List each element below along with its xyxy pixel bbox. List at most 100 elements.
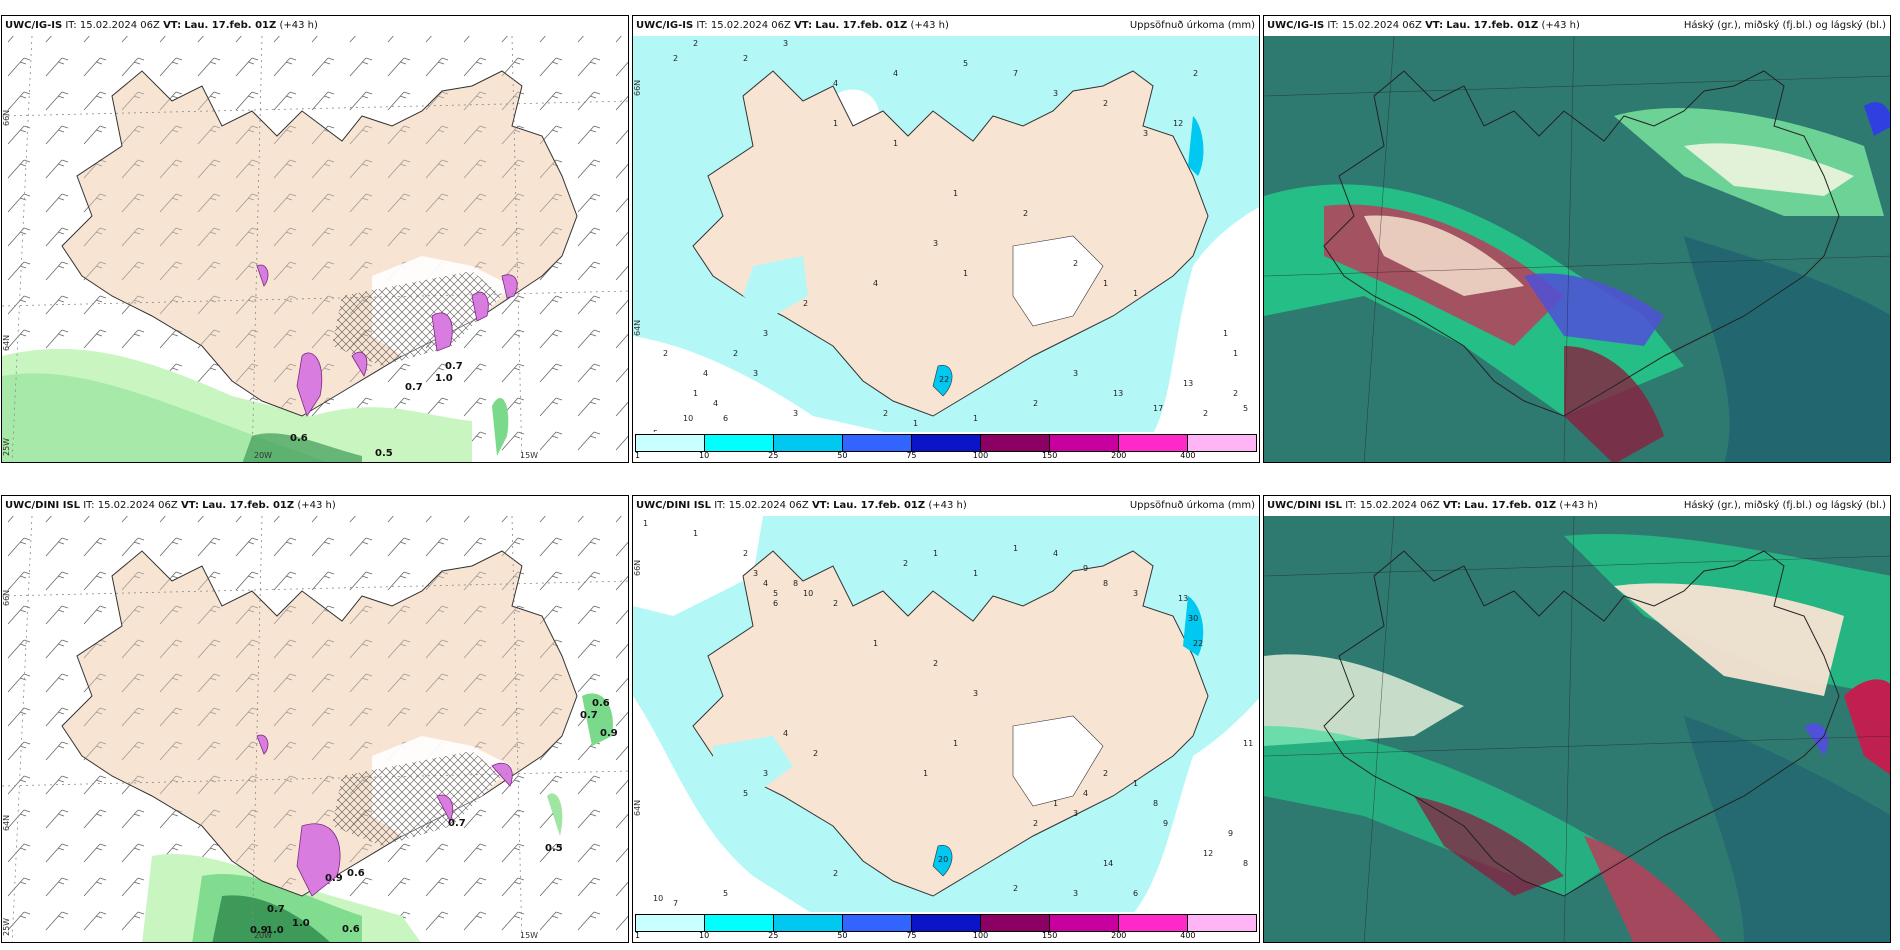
model-name: UWC/IG-IS — [636, 20, 694, 31]
precip-value: 3 — [753, 569, 758, 578]
precip-value: 2 — [1193, 69, 1198, 78]
it-label: IT: — [696, 20, 708, 31]
precip-value: 13 — [1183, 379, 1193, 388]
wind-label: 1.0 — [292, 918, 310, 929]
map-wind-ig: 0.7 1.0 0.7 0.6 0.5 — [2, 35, 628, 462]
precip-value: 4 — [873, 279, 878, 288]
precip-value: 7 — [673, 899, 678, 908]
precip-value: 12 — [1203, 849, 1213, 858]
precip-value: 12 — [1173, 119, 1183, 128]
precip-value: 22 — [1193, 639, 1203, 648]
colorbar-tick: 75 — [906, 451, 917, 460]
precip-value: 5 — [1243, 404, 1248, 413]
precip-value: 2 — [803, 299, 808, 308]
it-label: IT: — [714, 500, 726, 511]
colorbar-tick: 10 — [699, 451, 710, 460]
vt-label: VT: — [794, 20, 813, 31]
precip-value: 13 — [1113, 389, 1123, 398]
map-precip-ig: 2 2 2 3 4 4 5 7 3 2 1 1 1 2 3 1 4 2 3 2 … — [633, 36, 1259, 438]
precip-value: 8 — [793, 579, 798, 588]
colorbar-tick: 400 — [1180, 931, 1196, 940]
precip-value: 3 — [1143, 129, 1148, 138]
colorbar-segment — [1119, 915, 1188, 931]
precip-value: 1 — [933, 549, 938, 558]
colorbar-tick: 100 — [972, 451, 989, 460]
init-time: 15.02.2024 06Z — [97, 500, 178, 511]
precip-value: 2 — [693, 39, 698, 48]
colorbar-segments — [635, 434, 1257, 452]
precip-value: 1 — [1133, 779, 1138, 788]
wind-label: 1.0 — [266, 925, 284, 936]
precip-value: 2 — [833, 869, 838, 878]
precip-value: 2 — [733, 349, 738, 358]
vt-label: VT: — [811, 500, 830, 511]
precip-value: 4 — [763, 579, 768, 588]
lon-label: 15W — [520, 931, 539, 940]
panel-header: UWC/DINI ISL IT: 15.02.2024 06Z VT: Lau.… — [1264, 496, 1890, 516]
precip-value: 4 — [893, 69, 898, 78]
panel-header: UWC/DINI ISL IT: 15.02.2024 06Z VT: Lau.… — [633, 496, 1259, 516]
precip-value: 13 — [1178, 594, 1188, 603]
valid-time: Lau. 17.feb. 01Z — [815, 20, 908, 31]
precip-value: 22 — [939, 375, 949, 384]
lat-label: 66N — [2, 589, 11, 606]
lat-label: 64N — [2, 334, 11, 351]
lat-label: 66N — [633, 559, 642, 576]
precip-value: 4 — [713, 399, 718, 408]
wind-label: 0.9 — [325, 873, 343, 884]
colorbar-segment — [1188, 915, 1256, 931]
precip-value: 10 — [653, 894, 663, 903]
precip-value: 2 — [1033, 819, 1038, 828]
precip-value: 30 — [1188, 614, 1198, 623]
precip-value: 2 — [903, 559, 908, 568]
wind-label: 0.7 — [405, 382, 423, 393]
valid-time: Lau. 17.feb. 01Z — [1464, 500, 1557, 511]
panel-header: UWC/DINI ISL IT: 15.02.2024 06Z VT: Lau.… — [2, 496, 628, 516]
map-wind-dini: 0.6 0.7 0.9 0.7 0.5 0.9 0.6 0.7 1.0 0.6 … — [2, 515, 628, 942]
it-label: IT: — [83, 500, 95, 511]
precip-value: 2 — [883, 409, 888, 418]
colorbar-tick: 100 — [972, 931, 989, 940]
precip-value: 4 — [833, 79, 838, 88]
colorbar-tick: 400 — [1180, 451, 1196, 460]
precip-value: 6 — [773, 599, 778, 608]
precip-value: 2 — [663, 349, 668, 358]
colorbar-segment — [1119, 435, 1188, 451]
colorbar-tick: 50 — [837, 931, 848, 940]
precip-value: 11 — [1243, 739, 1253, 748]
valid-time: Lau. 17.feb. 01Z — [184, 20, 277, 31]
colorbar-tick: 10 — [699, 931, 710, 940]
vt-label: VT: — [1425, 20, 1444, 31]
precip-value: 4 — [1053, 549, 1058, 558]
precip-value: 2 — [743, 54, 748, 63]
precip-value: 3 — [763, 329, 768, 338]
precip-value: 6 — [1133, 889, 1138, 898]
colorbar-tick: 25 — [768, 451, 779, 460]
valid-time: Lau. 17.feb. 01Z — [833, 500, 926, 511]
wind-label: 0.6 — [342, 924, 360, 935]
precip-value: 17 — [1153, 404, 1163, 413]
colorbar-segment — [912, 915, 981, 931]
colorbar-tick: 50 — [837, 451, 848, 460]
colorbar-ticks: 1 10 25 50 75 100 150 200 400 — [635, 931, 1257, 941]
map-clouds-ig — [1264, 35, 1890, 462]
valid-time: Lau. 17.feb. 01Z — [202, 500, 295, 511]
lat-label: 66N — [633, 79, 642, 96]
wind-label: 0.5 — [545, 843, 563, 854]
precip-value: 1 — [833, 119, 838, 128]
precip-value: 3 — [1053, 89, 1058, 98]
precip-value: 3 — [793, 409, 798, 418]
precip-value: 2 — [1023, 209, 1028, 218]
lat-label: 66N — [2, 109, 11, 126]
precip-value: 2 — [933, 659, 938, 668]
map-clouds-dini — [1264, 515, 1890, 942]
precip-value: 2 — [813, 749, 818, 758]
lon-label: 20W — [254, 931, 273, 940]
init-time: 15.02.2024 06Z — [1341, 20, 1422, 31]
wind-label: 1.0 — [435, 373, 453, 384]
precip-value: 20 — [938, 855, 948, 864]
init-time: 15.02.2024 06Z — [79, 20, 160, 31]
lat-label: 64N — [2, 814, 11, 831]
panel-header: UWC/IG-IS IT: 15.02.2024 06Z VT: Lau. 17… — [633, 16, 1259, 36]
precip-value: 2 — [1203, 409, 1208, 418]
